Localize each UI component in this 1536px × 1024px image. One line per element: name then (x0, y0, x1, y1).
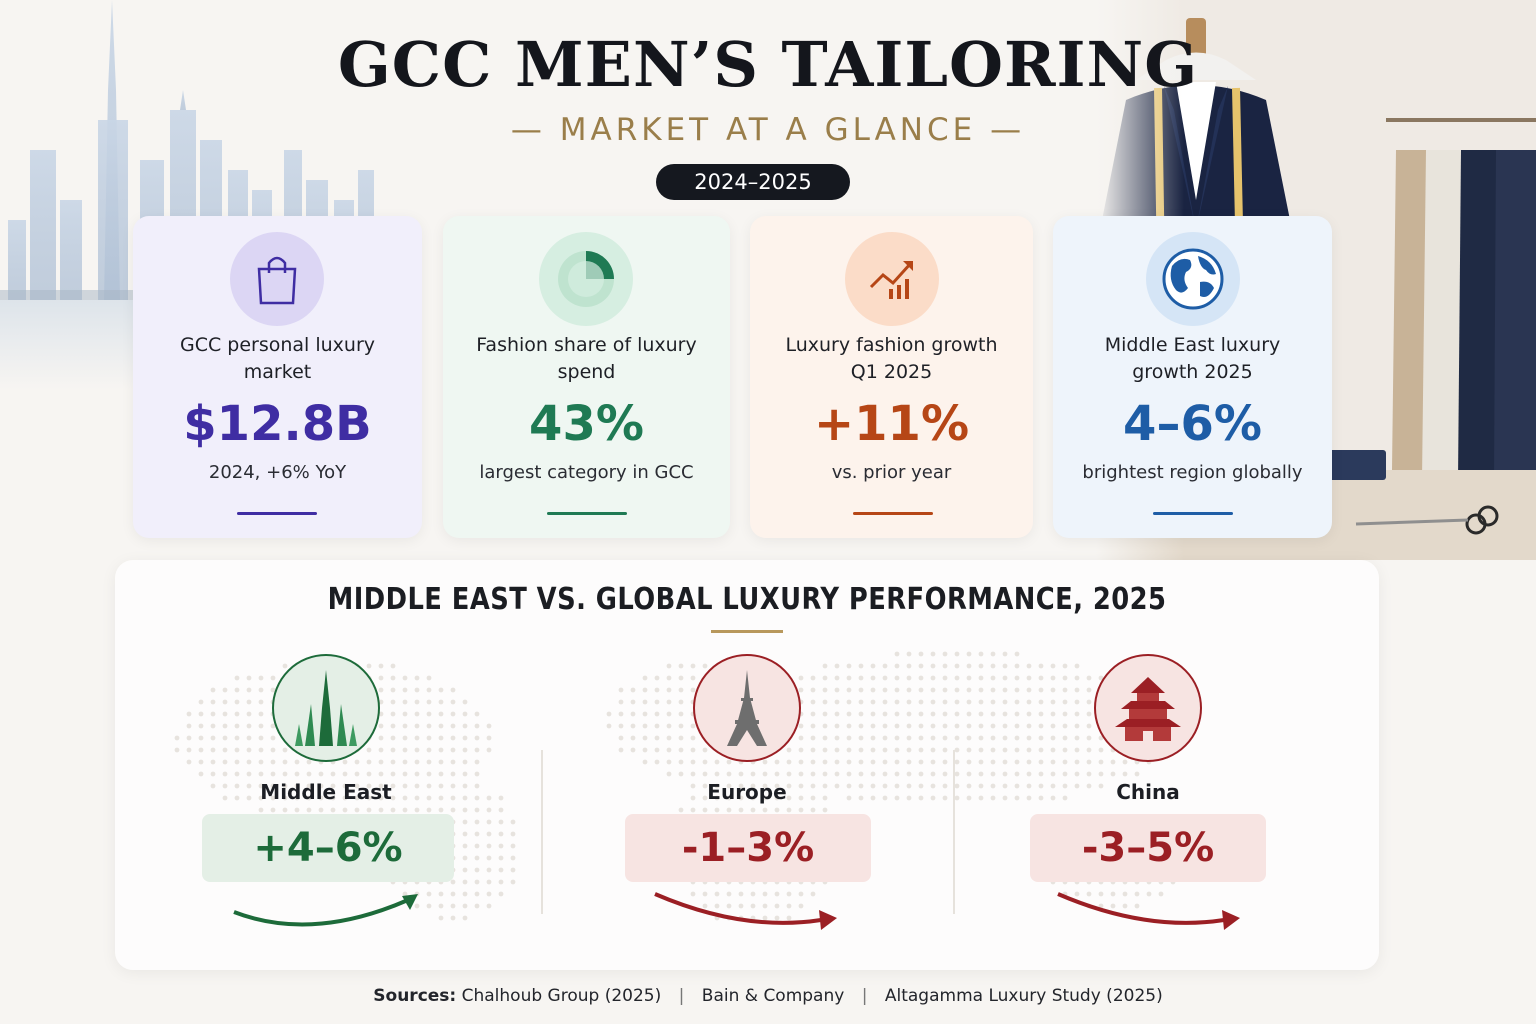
stat-note: 2024, +6% YoY (208, 462, 347, 483)
trend-arrow-up-icon (233, 894, 418, 927)
stat-value: 4–6% (1123, 396, 1262, 452)
source-item: Chalhoub Group (2025) (461, 986, 662, 1006)
region-name: Europe (707, 780, 787, 804)
region-growth-badge: +4–6% (202, 814, 454, 882)
accent-rule (547, 512, 627, 515)
stat-label: Luxury fashion growth Q1 2025 (785, 334, 998, 383)
stat-note: vs. prior year (831, 462, 952, 483)
growth-chart-icon (845, 232, 939, 326)
region-growth-badge: -3–5% (1030, 814, 1266, 882)
stat-note: largest category in GCC (479, 462, 694, 483)
source-item: Bain & Company (701, 986, 845, 1006)
sources-footer: Sources: Chalhoub Group (2025) | Bain & … (0, 986, 1536, 1006)
source-separator: | (861, 986, 868, 1006)
globe-icon (1146, 232, 1240, 326)
accent-rule (237, 512, 317, 515)
stat-note: brightest region globally (1082, 462, 1303, 483)
region-europe: Europe -1–3% (597, 654, 897, 954)
region-middle-east: Middle East +4–6% (176, 654, 476, 954)
title-rule (711, 630, 783, 633)
stat-label: Fashion share of luxury spend (476, 334, 697, 383)
stat-card-market-size: GCC personal luxury market $12.8B 2024, … (133, 216, 422, 538)
trend-arrow-down-icon (1057, 892, 1240, 930)
stat-card-middle-east-growth: Middle East luxury growth 2025 4–6% brig… (1053, 216, 1332, 538)
source-item: Altagamma Luxury Study (2025) (884, 986, 1163, 1006)
trend-arrow-down-icon (654, 892, 837, 930)
region-name: China (1116, 780, 1180, 804)
region-name: Middle East (260, 780, 392, 804)
regional-comparison-panel: MIDDLE EAST VS. GLOBAL LUXURY PERFORMANC… (115, 560, 1379, 970)
accent-rule (853, 512, 933, 515)
source-separator: | (678, 986, 685, 1006)
year-range-badge: 2024–2025 (656, 164, 850, 200)
stat-value: 43% (529, 396, 644, 452)
page-subtitle: — MARKET AT A GLANCE — (510, 112, 1026, 148)
comparison-title: MIDDLE EAST VS. GLOBAL LUXURY PERFORMANC… (327, 582, 1167, 617)
stat-value: $12.8B (183, 396, 372, 452)
region-growth-badge: -1–3% (625, 814, 871, 882)
stat-card-fashion-growth: Luxury fashion growth Q1 2025 +11% vs. p… (750, 216, 1033, 538)
stat-value: +11% (813, 396, 970, 452)
region-divider (953, 750, 955, 914)
sources-label: Sources: (373, 986, 457, 1006)
region-china: China -3–5% (998, 654, 1298, 954)
pie-chart-icon (539, 232, 633, 326)
stat-label: Middle East luxury growth 2025 (1104, 334, 1281, 383)
burj-khalifa-icon (272, 654, 380, 762)
stat-label: GCC personal luxury market (179, 334, 376, 383)
page-title: GCC MEN’S TAILORING (337, 28, 1199, 101)
stat-card-fashion-share: Fashion share of luxury spend 43% larges… (443, 216, 730, 538)
eiffel-tower-icon (693, 654, 801, 762)
shopping-bag-icon (230, 232, 324, 326)
pagoda-icon (1094, 654, 1202, 762)
accent-rule (1153, 512, 1233, 515)
region-divider (541, 750, 543, 914)
